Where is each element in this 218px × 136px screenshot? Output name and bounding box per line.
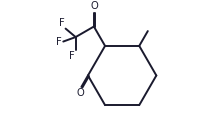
Text: O: O [76, 89, 84, 98]
Text: F: F [56, 37, 62, 47]
Text: F: F [59, 18, 65, 28]
Text: O: O [91, 1, 98, 11]
Text: F: F [69, 51, 75, 61]
